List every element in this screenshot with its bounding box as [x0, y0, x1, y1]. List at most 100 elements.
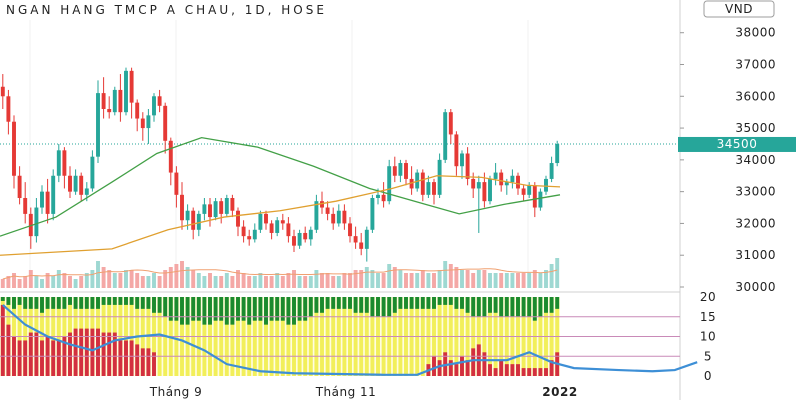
candle[interactable]: [275, 217, 280, 237]
candle-body: [308, 229, 313, 240]
candle[interactable]: [297, 229, 302, 249]
candle[interactable]: [308, 226, 313, 246]
candle[interactable]: [415, 169, 420, 192]
volume-bar: [381, 273, 386, 288]
candle[interactable]: [180, 182, 184, 230]
candle[interactable]: [247, 229, 252, 246]
candle[interactable]: [353, 226, 358, 249]
candle[interactable]: [40, 185, 44, 214]
candle[interactable]: [28, 207, 33, 249]
candle[interactable]: [129, 67, 134, 119]
indicator-red-bar: [538, 368, 543, 376]
candle[interactable]: [392, 156, 397, 183]
candle[interactable]: [381, 182, 386, 208]
candle[interactable]: [544, 175, 548, 195]
candle[interactable]: [325, 201, 330, 221]
candle[interactable]: [45, 178, 50, 224]
candle[interactable]: [0, 74, 5, 109]
candle[interactable]: [521, 185, 526, 202]
candle[interactable]: [286, 217, 291, 243]
candle[interactable]: [112, 86, 117, 116]
candle[interactable]: [168, 137, 173, 186]
candle[interactable]: [236, 207, 240, 237]
candle[interactable]: [493, 163, 498, 186]
candle[interactable]: [79, 172, 84, 202]
candle[interactable]: [331, 207, 336, 230]
candle[interactable]: [23, 182, 28, 224]
candle[interactable]: [476, 175, 481, 233]
candle[interactable]: [398, 159, 403, 183]
candle[interactable]: [258, 210, 263, 233]
price-tick-label: 31000: [735, 248, 776, 262]
candle[interactable]: [364, 226, 369, 262]
candle[interactable]: [527, 182, 532, 198]
candle[interactable]: [224, 194, 229, 218]
candle[interactable]: [73, 169, 78, 195]
candle[interactable]: [409, 166, 414, 195]
volume-bar: [320, 273, 324, 288]
candle[interactable]: [320, 191, 324, 214]
candle[interactable]: [359, 232, 364, 256]
volume-bar: [129, 270, 134, 288]
candle[interactable]: [17, 166, 22, 205]
candle[interactable]: [241, 220, 246, 243]
candle[interactable]: [96, 80, 100, 164]
candle[interactable]: [213, 198, 218, 221]
candle[interactable]: [163, 102, 168, 154]
candle[interactable]: [488, 175, 492, 205]
candle[interactable]: [269, 220, 274, 240]
candle[interactable]: [292, 229, 296, 253]
candle[interactable]: [174, 166, 179, 208]
candle[interactable]: [370, 194, 375, 233]
candle[interactable]: [146, 109, 151, 144]
candle[interactable]: [68, 166, 72, 198]
candle[interactable]: [465, 147, 470, 186]
candle[interactable]: [51, 169, 56, 221]
candle[interactable]: [107, 96, 112, 119]
candle[interactable]: [426, 175, 431, 198]
candle[interactable]: [549, 156, 554, 183]
candle[interactable]: [510, 169, 515, 189]
candle[interactable]: [336, 204, 341, 227]
candle[interactable]: [6, 89, 11, 135]
candle[interactable]: [101, 77, 106, 119]
candle[interactable]: [264, 210, 268, 230]
candle[interactable]: [303, 226, 308, 243]
candle[interactable]: [420, 169, 425, 202]
indicator-red-bar: [107, 332, 112, 376]
candle[interactable]: [62, 147, 67, 189]
candle[interactable]: [219, 198, 224, 224]
candle[interactable]: [157, 89, 162, 113]
candle[interactable]: [460, 150, 464, 179]
candle[interactable]: [538, 188, 543, 211]
candle[interactable]: [448, 109, 453, 144]
currency-button[interactable]: VND: [703, 0, 775, 18]
candle[interactable]: [443, 109, 448, 164]
candle[interactable]: [387, 159, 392, 205]
indicator-red-bar: [23, 340, 28, 376]
candle[interactable]: [135, 99, 140, 132]
candle[interactable]: [118, 74, 123, 122]
candle[interactable]: [202, 198, 207, 221]
candle[interactable]: [404, 159, 408, 186]
candle[interactable]: [124, 67, 128, 116]
candle[interactable]: [12, 115, 16, 189]
candle[interactable]: [56, 143, 61, 183]
candle[interactable]: [90, 150, 95, 192]
candle[interactable]: [140, 112, 145, 141]
candle[interactable]: [432, 178, 436, 205]
candle[interactable]: [208, 198, 212, 227]
candle[interactable]: [34, 198, 39, 243]
candle[interactable]: [348, 217, 352, 243]
candle[interactable]: [230, 194, 235, 218]
candle[interactable]: [314, 194, 319, 233]
candle[interactable]: [555, 140, 560, 167]
candle[interactable]: [342, 204, 347, 230]
candle-body: [292, 236, 296, 246]
candle[interactable]: [454, 131, 459, 176]
candle[interactable]: [252, 223, 257, 243]
candle[interactable]: [280, 213, 285, 230]
candle[interactable]: [152, 93, 156, 122]
